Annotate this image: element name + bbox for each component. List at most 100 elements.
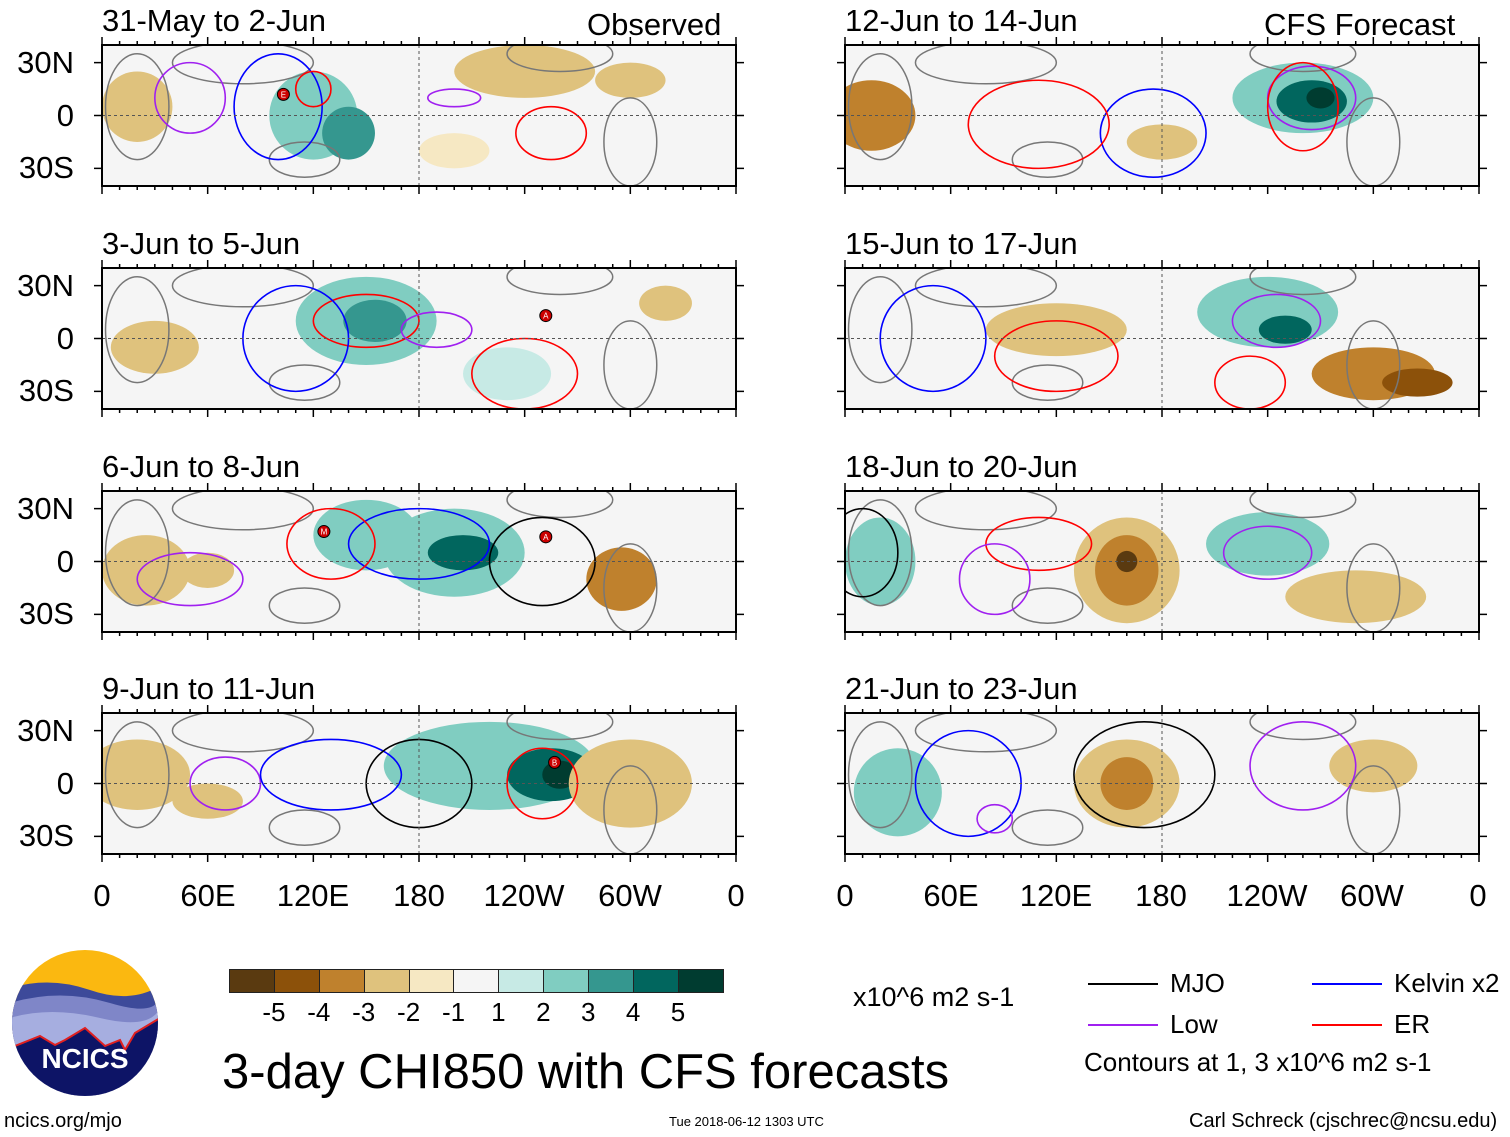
coastline [1346, 543, 1401, 632]
lon-label: 180 [1135, 878, 1187, 913]
colorbar-swatch [589, 970, 635, 992]
panel-title: 15-Jun to 17-Jun [845, 226, 1078, 261]
wave-contour [845, 507, 899, 598]
coastline [1346, 97, 1401, 186]
wave-contour [985, 516, 1093, 572]
coastline [603, 543, 658, 632]
wave-contour [1099, 88, 1207, 178]
coastline [104, 721, 170, 829]
svg-text:B: B [552, 758, 557, 767]
coastline [603, 320, 658, 409]
wave-contour [1231, 293, 1322, 349]
wave-contour [515, 105, 588, 161]
coastline [506, 713, 614, 741]
anomaly-shading [1382, 368, 1453, 397]
coastline [268, 364, 341, 401]
map-panel [837, 260, 1487, 417]
lon-label: 120W [483, 878, 565, 913]
panel-title: 21-Jun to 23-Jun [845, 671, 1078, 706]
tropical-cyclone-marker: A [539, 530, 553, 544]
coastline [847, 499, 913, 607]
lat-label: 30S [18, 150, 74, 186]
colorbar-label: 4 [625, 997, 641, 1027]
lat-label: 30S [18, 596, 74, 632]
lon-label: 0 [93, 878, 111, 913]
lat-label: 30S [18, 373, 74, 409]
colorbar [229, 969, 724, 993]
wave-contour [976, 803, 1014, 834]
colorbar-swatch [634, 970, 679, 992]
wave-contour [312, 293, 420, 349]
legend-kelvin: Kelvin x2 [1312, 968, 1500, 999]
colorbar-units: x10^6 m2 s-1 [853, 982, 1015, 1012]
coastline [268, 141, 341, 178]
coastline [171, 45, 315, 85]
colorbar-swatch [499, 970, 545, 992]
svg-text:E: E [281, 90, 286, 99]
coastline [506, 268, 614, 296]
anomaly-shading [595, 62, 666, 98]
coastline [914, 491, 1058, 531]
anomaly-shading [639, 285, 692, 321]
colorbar-swatch [364, 970, 410, 992]
legend-mjo: MJO [1088, 968, 1225, 999]
wave-contour [154, 61, 227, 134]
coastline [1011, 364, 1084, 401]
timestamp: Tue 2018-06-12 1303 UTC [669, 1114, 824, 1129]
lon-label: 120E [276, 878, 350, 913]
colorbar-label: -1 [441, 997, 466, 1027]
colorbar-swatch [274, 970, 320, 992]
lon-label: 0 [836, 878, 854, 913]
anomaly-shading [110, 320, 199, 374]
map-panel [837, 483, 1487, 640]
lat-label: 30N [17, 490, 74, 526]
coastline [1011, 587, 1084, 624]
wave-contour [259, 738, 403, 811]
lon-label: 120W [1226, 878, 1308, 913]
coastline [1249, 491, 1357, 519]
anomaly-shading [985, 303, 1127, 357]
lon-label: 120E [1019, 878, 1093, 913]
wave-contour [233, 53, 323, 161]
observed-header: Observed [587, 7, 722, 42]
lon-label: 60E [180, 878, 236, 913]
coastline [1249, 268, 1357, 296]
lon-label: 60W [598, 878, 662, 913]
anomaly-shading [845, 517, 916, 606]
anomaly-shading [102, 71, 173, 142]
panel-title: 9-Jun to 11-Jun [102, 671, 316, 706]
map-panel: E [94, 37, 744, 194]
anomaly-shading [454, 45, 596, 98]
anomaly-shading [1116, 550, 1138, 573]
wave-contour [400, 311, 473, 349]
wave-contour [1073, 721, 1216, 829]
panel-title: 6-Jun to 8-Jun [102, 449, 301, 484]
wave-contour [1222, 525, 1313, 580]
tropical-cyclone-marker: E [276, 87, 290, 101]
coastline [1346, 765, 1401, 854]
colorbar-label: 5 [670, 997, 686, 1027]
map-panel [837, 705, 1487, 862]
lat-label: 30N [17, 44, 74, 80]
site-url[interactable]: ncics.org/mjo [4, 1110, 122, 1132]
lon-label: 0 [727, 878, 745, 913]
wave-contour [136, 551, 244, 607]
wave-contour [1249, 721, 1357, 811]
anomaly-shading [181, 552, 235, 588]
anomaly-shading [322, 106, 375, 160]
forecast-header: CFS Forecast [1264, 7, 1456, 42]
coastline [104, 499, 170, 607]
wave-contour [958, 543, 1031, 616]
ncics-logo: NCICS [12, 950, 158, 1096]
colorbar-label: 2 [536, 997, 551, 1027]
lon-label: 60W [1340, 878, 1404, 913]
wave-contour [993, 320, 1119, 393]
legend-er: ER [1312, 1009, 1430, 1040]
anomaly-shading [853, 748, 942, 837]
colorbar-swatch [544, 970, 590, 992]
colorbar-label: -3 [352, 997, 376, 1027]
panel-title: 3-Jun to 5-Jun [102, 226, 301, 261]
wave-contour [286, 507, 376, 580]
colorbar-label: 3 [580, 997, 596, 1027]
svg-text:M: M [321, 528, 328, 537]
